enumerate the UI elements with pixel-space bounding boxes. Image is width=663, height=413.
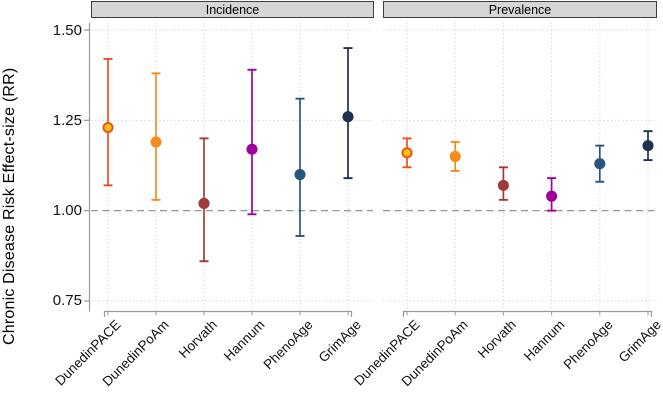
y-tick-label-0.75: 0.75 xyxy=(52,292,82,310)
data-point-dunedinpoam-1 xyxy=(449,150,461,163)
panel-header-prevalence: Prevalence xyxy=(383,1,657,18)
data-point-phenoage-0 xyxy=(294,168,306,181)
data-point-dunedinpace-0 xyxy=(102,122,114,134)
panel-header-incidence: Incidence xyxy=(91,1,374,18)
data-point-hannum-1 xyxy=(546,190,558,202)
data-point-horvath-0 xyxy=(198,197,210,209)
y-tick-label-1.00: 1.00 xyxy=(52,202,82,220)
data-point-phenoage-1 xyxy=(594,158,606,170)
data-point-horvath-1 xyxy=(497,179,509,191)
data-point-grimage-0 xyxy=(342,111,354,123)
data-point-hannum-0 xyxy=(246,143,258,155)
data-point-dunedinpoam-0 xyxy=(150,136,162,148)
y-tick-label-1.50: 1.50 xyxy=(52,21,82,39)
y-tick-label-1.25: 1.25 xyxy=(52,111,82,129)
data-point-dunedinpace-1 xyxy=(401,147,413,159)
data-point-grimage-1 xyxy=(642,140,654,152)
y-axis-title: Chronic Disease Risk Effect-size (RR) xyxy=(1,67,18,346)
